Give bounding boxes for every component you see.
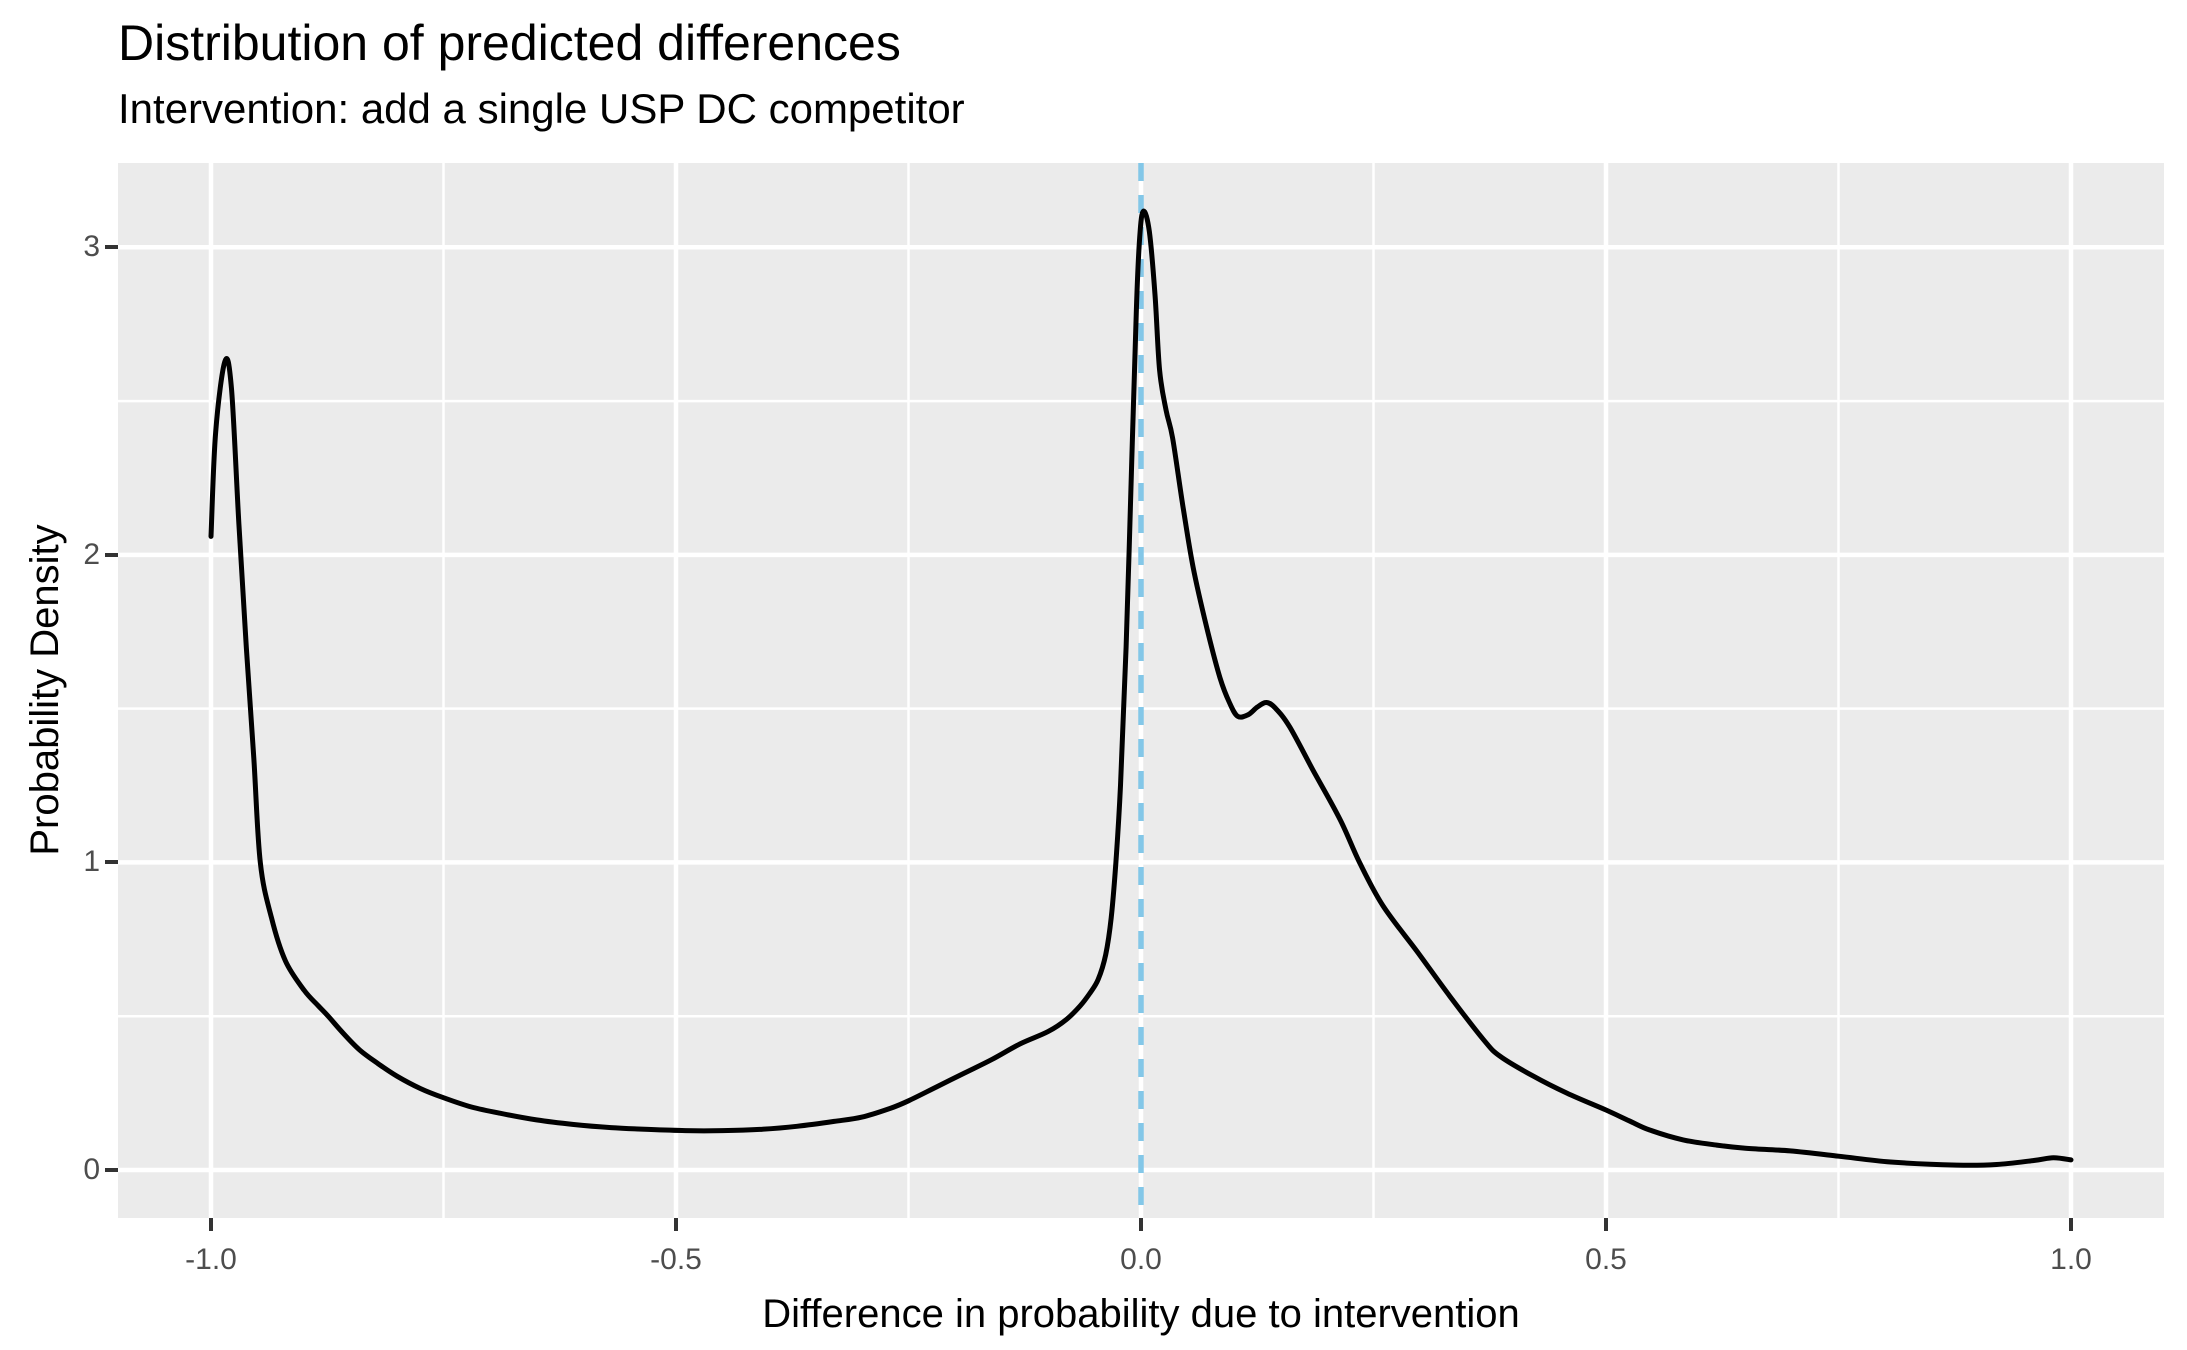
- density-curve: [208, 208, 2074, 1168]
- x-tick-mark: [1139, 1218, 1143, 1231]
- y-axis-title: Probability Density: [23, 524, 67, 856]
- x-tick-mark: [209, 1218, 213, 1231]
- x-axis-tick-label: -1.0: [185, 1243, 237, 1276]
- x-axis-tick-label: 0.5: [1585, 1243, 1627, 1276]
- x-tick-mark: [1604, 1218, 1608, 1231]
- y-tick-mark: [105, 860, 118, 865]
- y-axis-tick-label: 1: [83, 845, 100, 879]
- y-axis-tick-label: 3: [83, 230, 100, 264]
- y-tick-mark: [105, 552, 118, 557]
- chart-canvas: [118, 163, 2164, 1218]
- x-axis-tick-label: 0.0: [1120, 1243, 1162, 1276]
- y-axis-tick-label: 2: [83, 537, 100, 571]
- x-axis-tick-label: 1.0: [2050, 1243, 2092, 1276]
- chart-title: Distribution of predicted differences: [118, 15, 901, 71]
- x-axis-tick-label: -0.5: [650, 1243, 702, 1276]
- x-tick-mark: [2069, 1218, 2073, 1231]
- x-tick-mark: [674, 1218, 678, 1231]
- plot-panel: [118, 163, 2164, 1218]
- y-tick-mark: [105, 1168, 118, 1173]
- x-axis-title: Difference in probability due to interve…: [762, 1292, 1520, 1336]
- y-axis-tick-label: 0: [83, 1153, 100, 1187]
- chart-subtitle: Intervention: add a single USP DC compet…: [118, 85, 965, 132]
- y-tick-mark: [105, 245, 118, 250]
